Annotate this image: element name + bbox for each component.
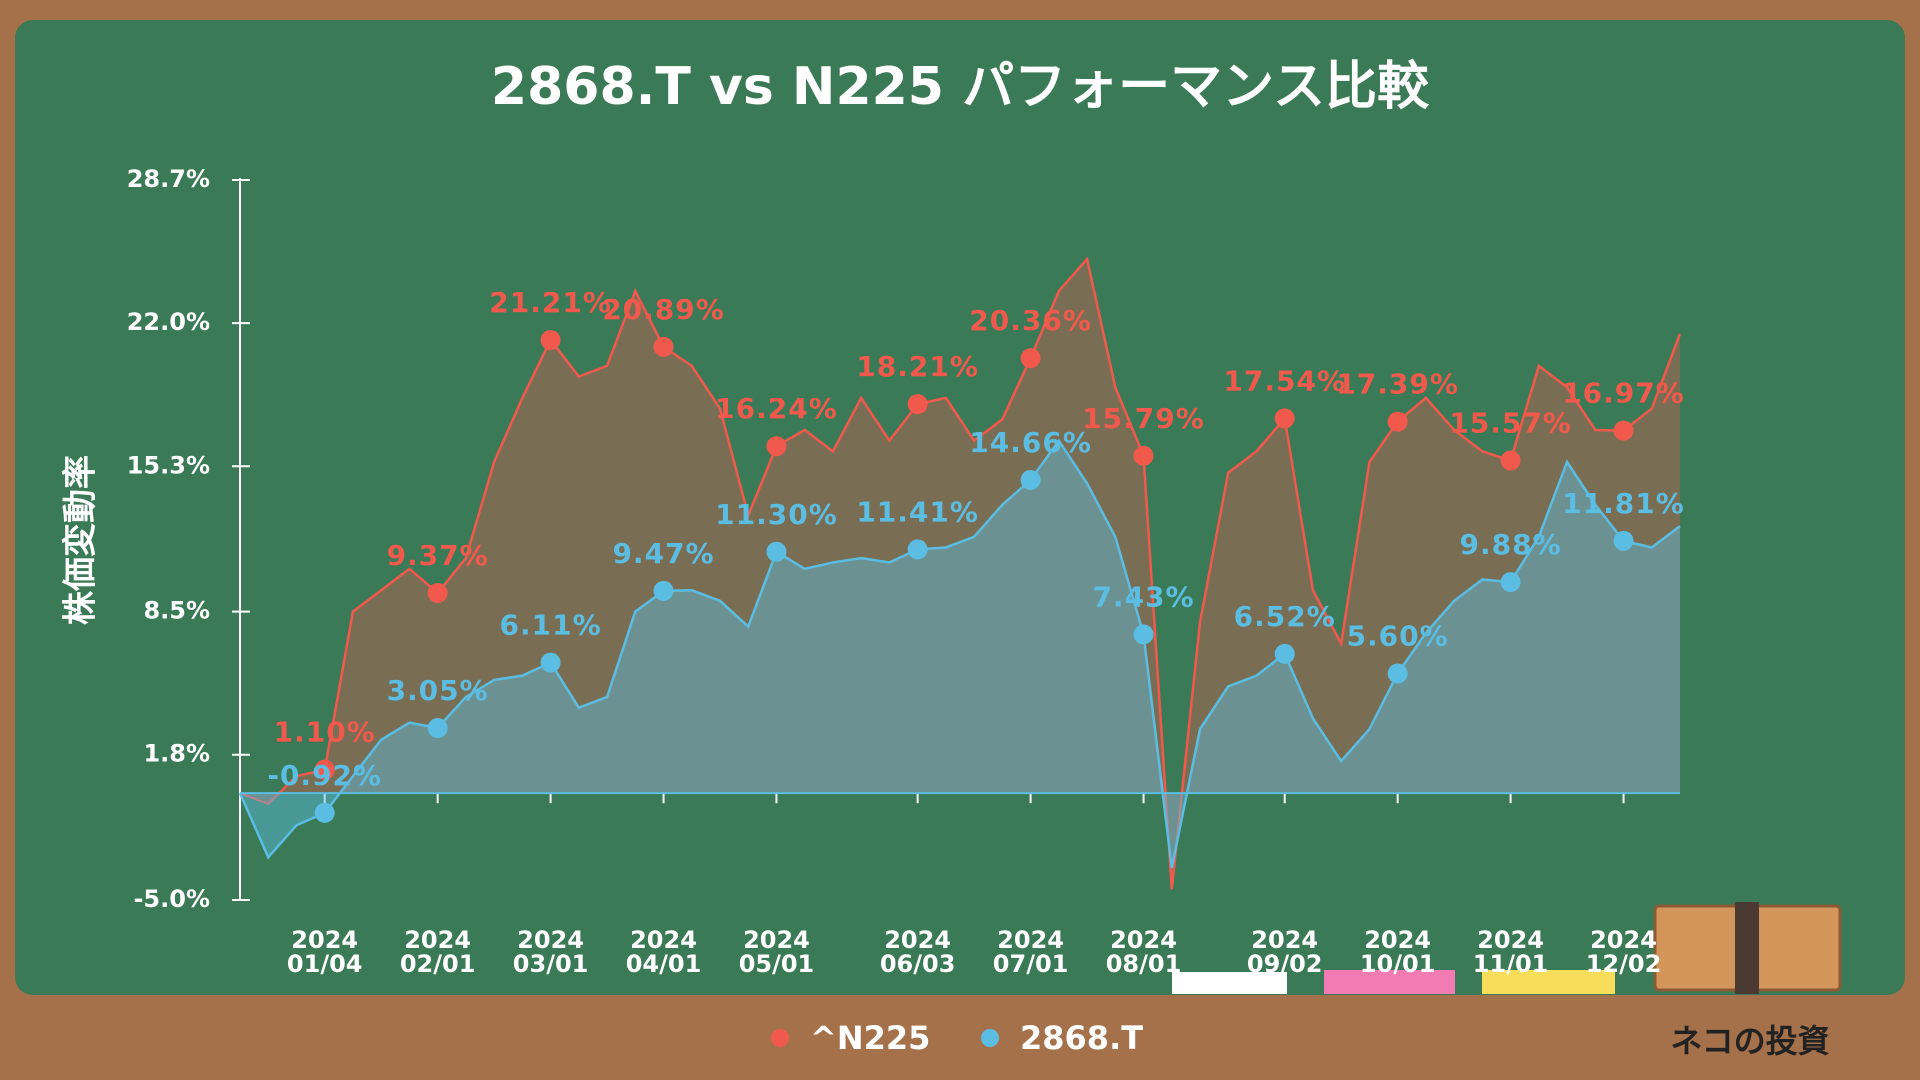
legend-marker <box>771 1029 789 1047</box>
point <box>314 759 335 780</box>
y-axis-label: 株価変動率 <box>61 455 101 625</box>
x-tick-label: 2024 04/01 <box>625 926 702 978</box>
point <box>907 394 928 415</box>
data-label: 20.89% <box>602 293 725 326</box>
area <box>240 259 1680 890</box>
x-tick-label: 2024 07/01 <box>992 926 1069 978</box>
data-label: 18.21% <box>856 350 979 383</box>
line <box>239 256 1682 890</box>
brand: ネコの投資 <box>1670 1022 1829 1060</box>
point <box>1613 530 1634 551</box>
data-label: 14.66% <box>969 426 1092 459</box>
x-tick-label: 2024 05/01 <box>738 926 815 978</box>
y-tick-label: 22.0% <box>127 308 210 336</box>
y-tick-label: 28.7% <box>127 165 210 193</box>
point <box>1133 445 1154 466</box>
chalk <box>1482 970 1615 994</box>
legend-label: ^N225 <box>810 1019 930 1057</box>
data-label: 15.79% <box>1082 402 1205 435</box>
point <box>427 718 448 739</box>
point <box>1274 408 1295 429</box>
data-label: 15.57% <box>1449 407 1572 440</box>
point <box>653 580 674 601</box>
x-tick-label: 2024 06/03 <box>879 926 956 978</box>
point <box>1387 411 1408 432</box>
chart-title: 2868.T vs N225 パフォーマンス比較 <box>491 57 1430 117</box>
point <box>314 802 335 823</box>
chalkboard <box>15 20 1905 995</box>
data-label: 9.37% <box>387 539 489 572</box>
data-label: 16.97% <box>1562 377 1685 410</box>
x-tick-label: 2024 02/01 <box>399 926 476 978</box>
data-label: 6.11% <box>500 609 602 642</box>
point <box>766 541 787 562</box>
data-label: 9.47% <box>612 537 714 570</box>
y-tick-label: 8.5% <box>143 597 210 625</box>
x-tick-label: 2024 10/01 <box>1359 926 1436 978</box>
chalk <box>1172 972 1287 994</box>
y-tick-label: -5.0% <box>133 885 210 913</box>
legend-label: 2868.T <box>1020 1019 1143 1057</box>
point <box>653 336 674 357</box>
point <box>766 436 787 457</box>
point <box>1500 450 1521 471</box>
legend-marker <box>981 1029 999 1047</box>
data-label: 20.36% <box>969 304 1092 337</box>
data-label: 17.39% <box>1336 368 1459 401</box>
point <box>540 330 561 351</box>
data-label: 1.10% <box>274 716 376 749</box>
point <box>540 652 561 673</box>
data-label: -0.92% <box>267 759 382 792</box>
point <box>1500 572 1521 593</box>
x-tick-label: 2024 12/02 <box>1585 926 1662 978</box>
data-label: 5.60% <box>1347 620 1449 653</box>
point <box>1613 420 1634 441</box>
x-tick-label: 2024 08/01 <box>1105 926 1182 978</box>
x-tick-label: 2024 03/01 <box>512 926 589 978</box>
line <box>238 438 1681 869</box>
point <box>1274 643 1295 664</box>
y-tick-label: 1.8% <box>143 740 210 768</box>
data-label: 11.30% <box>715 498 838 531</box>
chalk <box>1324 970 1455 994</box>
data-label: 21.21% <box>489 286 612 319</box>
x-tick-label: 2024 01/04 <box>286 926 363 978</box>
data-label: 6.52% <box>1234 600 1336 633</box>
data-label: 11.41% <box>856 495 979 528</box>
data-label: 17.54% <box>1223 364 1346 397</box>
point <box>1020 469 1041 490</box>
area <box>240 440 1680 868</box>
eraser-band <box>1735 902 1759 994</box>
data-label: 9.88% <box>1460 528 1562 561</box>
y-tick-label: 15.3% <box>127 451 210 479</box>
point <box>1133 624 1154 645</box>
data-label: 7.43% <box>1092 580 1194 613</box>
x-tick-label: 2024 11/01 <box>1472 926 1549 978</box>
point <box>427 582 448 603</box>
data-label: 3.05% <box>387 674 489 707</box>
point <box>1020 348 1041 369</box>
x-tick-label: 2024 09/02 <box>1246 926 1323 978</box>
data-label: 11.81% <box>1562 487 1685 520</box>
point <box>1387 663 1408 684</box>
data-label: 16.24% <box>715 392 838 425</box>
point <box>907 539 928 560</box>
